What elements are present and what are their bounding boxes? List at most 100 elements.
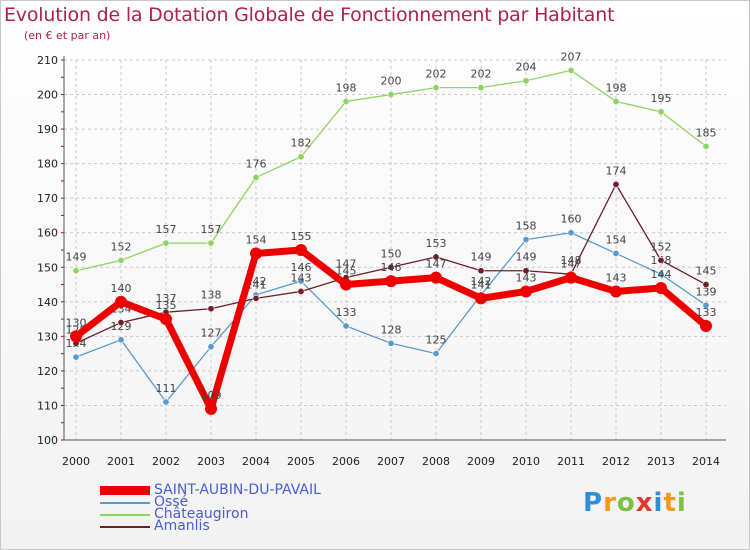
legend-label: Châteaugiron xyxy=(154,506,249,522)
x-tick-label: 2003 xyxy=(197,455,225,468)
y-tick-label: 150 xyxy=(37,261,58,274)
data-point-ch-teaugiron xyxy=(297,153,305,161)
data-label-oss-: 146 xyxy=(291,261,312,274)
data-label-saint-aubin-du-pavail: 130 xyxy=(66,316,87,329)
x-tick-label: 2011 xyxy=(557,455,585,468)
data-label-amanlis: 147 xyxy=(336,258,357,271)
y-tick-label: 130 xyxy=(37,330,58,343)
legend-swatch xyxy=(100,514,150,516)
data-point-ch-teaugiron xyxy=(207,239,215,247)
data-point-amanlis xyxy=(297,287,305,295)
data-point-amanlis xyxy=(702,281,710,289)
data-label-ch-teaugiron: 198 xyxy=(606,81,627,94)
data-point-ch-teaugiron xyxy=(387,91,395,99)
data-point-oss- xyxy=(342,322,350,330)
y-tick-label: 190 xyxy=(37,123,58,136)
data-label-oss-: 127 xyxy=(201,327,222,340)
data-label-ch-teaugiron: 176 xyxy=(246,157,267,170)
data-label-oss-: 142 xyxy=(471,275,492,288)
data-point-ch-teaugiron xyxy=(477,84,485,92)
data-point-ch-teaugiron xyxy=(342,97,350,105)
data-label-oss-: 111 xyxy=(156,382,177,395)
data-point-saint-aubin-du-pavail xyxy=(700,320,712,332)
proxiti-logo: Proxiti xyxy=(583,488,687,518)
data-label-saint-aubin-du-pavail: 144 xyxy=(651,268,672,281)
data-label-saint-aubin-du-pavail: 135 xyxy=(156,299,177,312)
y-tick-label: 170 xyxy=(37,192,58,205)
logo-letter: P xyxy=(583,488,604,518)
data-label-oss-: 139 xyxy=(696,285,717,298)
data-point-ch-teaugiron xyxy=(252,173,260,181)
data-point-oss- xyxy=(387,339,395,347)
y-tick-label: 200 xyxy=(37,89,58,102)
data-label-saint-aubin-du-pavail: 143 xyxy=(516,271,537,284)
data-point-ch-teaugiron xyxy=(657,108,665,116)
data-label-ch-teaugiron: 198 xyxy=(336,81,357,94)
y-tick-label: 110 xyxy=(37,399,58,412)
x-tick-label: 2010 xyxy=(512,455,540,468)
data-label-oss-: 133 xyxy=(336,306,357,319)
data-label-ch-teaugiron: 207 xyxy=(561,50,582,63)
data-point-saint-aubin-du-pavail xyxy=(205,402,217,415)
data-label-saint-aubin-du-pavail: 145 xyxy=(336,265,357,278)
data-point-oss- xyxy=(207,343,215,351)
legend-swatch xyxy=(100,486,150,495)
data-point-oss- xyxy=(432,350,440,358)
data-point-amanlis xyxy=(657,256,665,264)
logo-letter: r xyxy=(603,488,617,518)
data-label-ch-teaugiron: 202 xyxy=(426,68,447,81)
data-label-ch-teaugiron: 149 xyxy=(66,251,87,264)
data-point-oss- xyxy=(657,270,665,278)
logo-letter: t xyxy=(663,488,677,518)
data-point-amanlis xyxy=(207,305,215,313)
y-tick-label: 160 xyxy=(37,227,58,240)
data-point-saint-aubin-du-pavail xyxy=(430,271,442,284)
data-label-saint-aubin-du-pavail: 141 xyxy=(471,278,492,291)
x-tick-label: 2013 xyxy=(647,455,675,468)
data-label-saint-aubin-du-pavail: 133 xyxy=(696,306,717,319)
y-tick-label: 100 xyxy=(37,434,58,447)
data-label-saint-aubin-du-pavail: 109 xyxy=(201,389,222,402)
data-point-saint-aubin-du-pavail xyxy=(385,275,397,288)
data-point-saint-aubin-du-pavail xyxy=(475,292,487,305)
data-point-saint-aubin-du-pavail xyxy=(160,313,172,326)
data-point-saint-aubin-du-pavail xyxy=(610,285,622,298)
data-label-oss-: 129 xyxy=(111,320,132,333)
x-tick-label: 2007 xyxy=(377,455,405,468)
data-label-amanlis: 150 xyxy=(381,247,402,260)
y-tick-label: 120 xyxy=(37,365,58,378)
legend-label: SAINT-AUBIN-DU-PAVAIL xyxy=(154,482,321,498)
data-label-saint-aubin-du-pavail: 147 xyxy=(561,258,582,271)
x-tick-label: 2001 xyxy=(107,455,135,468)
data-point-ch-teaugiron xyxy=(612,97,620,105)
logo-letter: i xyxy=(676,488,687,518)
data-point-saint-aubin-du-pavail xyxy=(250,247,262,260)
data-label-amanlis: 153 xyxy=(426,237,447,250)
data-label-ch-teaugiron: 157 xyxy=(201,223,222,236)
data-point-oss- xyxy=(72,353,80,361)
data-label-amanlis: 137 xyxy=(156,292,177,305)
data-point-ch-teaugiron xyxy=(72,267,80,275)
data-label-amanlis: 149 xyxy=(471,251,492,264)
legend-swatch xyxy=(100,526,150,528)
logo-letter: x xyxy=(635,488,654,518)
data-point-oss- xyxy=(297,277,305,285)
x-tick-label: 2009 xyxy=(467,455,495,468)
data-label-amanlis: 149 xyxy=(516,251,537,264)
data-label-amanlis: 148 xyxy=(561,254,582,267)
data-point-oss- xyxy=(612,249,620,257)
data-point-oss- xyxy=(522,236,530,244)
data-label-amanlis: 145 xyxy=(696,265,717,278)
data-point-amanlis xyxy=(522,267,530,275)
data-point-ch-teaugiron xyxy=(522,77,530,85)
x-tick-label: 2012 xyxy=(602,455,630,468)
data-point-saint-aubin-du-pavail xyxy=(655,282,667,294)
x-tick-label: 2008 xyxy=(422,455,450,468)
chart-title: Evolution de la Dotation Globale de Fonc… xyxy=(4,4,615,26)
data-point-ch-teaugiron xyxy=(117,256,125,264)
data-label-saint-aubin-du-pavail: 155 xyxy=(291,230,312,243)
data-label-amanlis: 138 xyxy=(201,289,222,302)
data-point-amanlis xyxy=(387,263,395,271)
data-point-saint-aubin-du-pavail xyxy=(70,330,82,343)
x-tick-label: 2004 xyxy=(242,455,270,468)
